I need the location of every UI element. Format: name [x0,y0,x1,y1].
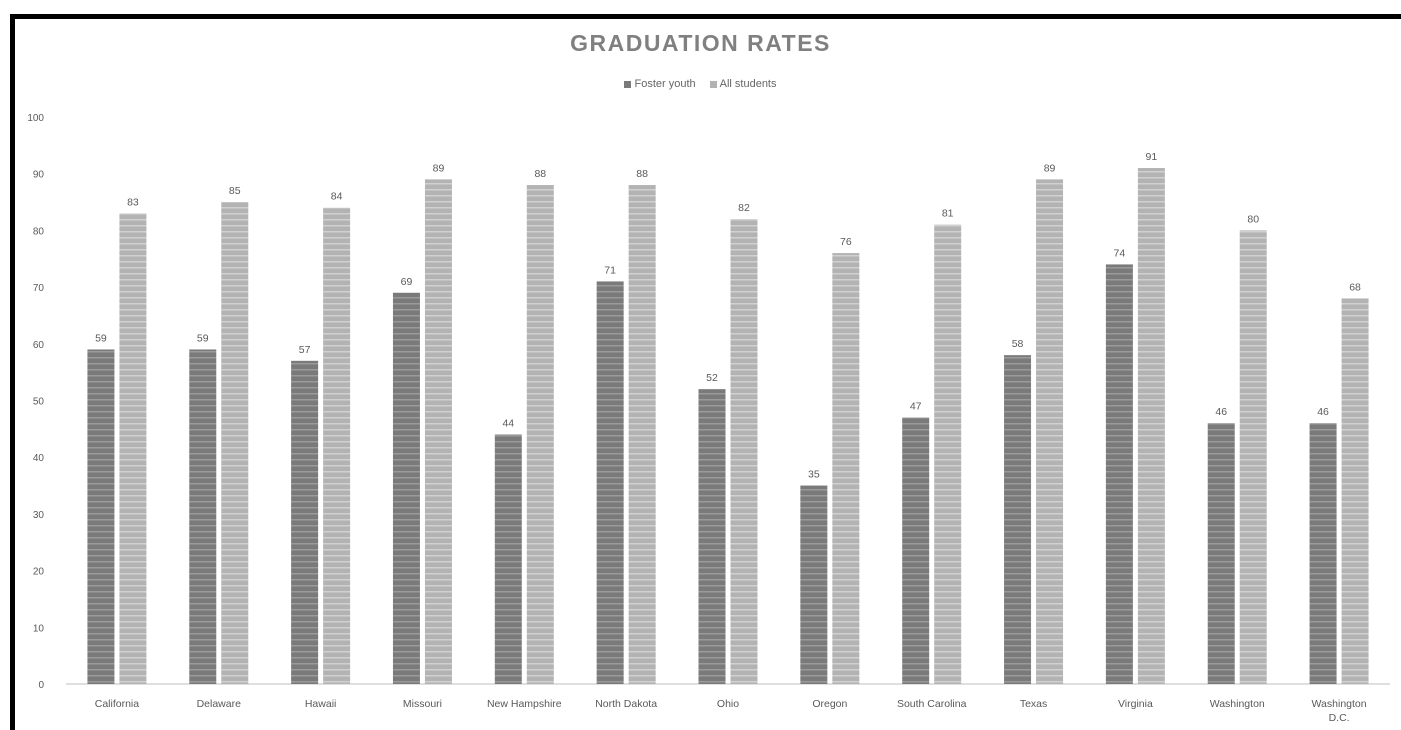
y-tick-label: 40 [33,453,45,464]
legend-label-all-students: All students [719,78,777,90]
x-category-label: North Dakota [595,698,657,710]
bar [1309,423,1337,684]
bar [596,281,624,684]
legend-label-foster-youth: Foster youth [634,78,696,90]
x-category-label: New Hampshire [487,698,562,710]
x-category-label: Missouri [403,698,442,710]
y-tick-label: 20 [33,567,45,578]
bar [1105,264,1133,684]
x-category-label: Virginia [1118,698,1153,710]
x-category-label: South Carolina [897,698,967,710]
legend: Foster youth All students [0,78,1401,90]
data-label: 57 [299,344,311,356]
data-label: 46 [1215,406,1227,418]
frame-left-border [10,14,15,730]
legend-item-all-students: All students [709,78,777,90]
bar [1036,179,1064,684]
data-label: 89 [1044,162,1056,174]
data-label: 35 [808,469,820,481]
data-label: 69 [401,276,413,288]
y-tick-label: 0 [38,680,44,691]
y-tick-label: 90 [33,170,45,181]
frame-top-border [10,14,1401,19]
data-label: 84 [331,191,343,203]
data-label: 74 [1114,247,1126,259]
data-label: 76 [840,236,852,248]
bar [832,253,860,684]
x-category-label: Texas [1020,698,1047,710]
data-label: 82 [738,202,750,214]
data-label: 89 [433,162,445,174]
bar [1239,230,1267,684]
bar [87,349,115,684]
bar [221,202,249,685]
bar [1341,298,1369,684]
data-label: 85 [229,185,241,197]
x-category-label: Washington [1210,698,1265,710]
data-label: 81 [942,208,954,220]
data-label: 44 [502,418,514,430]
bar [934,224,962,685]
bars: 59 83 59 85 57 84 69 89 44 88 71 88 52 82 35 76 47 81 58 89… [87,151,1369,685]
bar [1207,423,1235,684]
y-tick-label: 50 [33,397,45,408]
data-label: 88 [534,168,546,180]
data-label: 71 [604,264,616,276]
data-label: 91 [1146,151,1158,163]
legend-swatch-all-students [709,80,717,88]
x-category-label: Washington D.C. [1312,698,1367,724]
bar [698,389,726,684]
data-label: 52 [706,372,718,384]
y-axis: 0 10 20 30 40 50 60 70 80 90 100 [27,113,44,691]
data-label: 83 [127,196,139,208]
data-label: 59 [197,332,209,344]
data-label: 80 [1247,213,1259,225]
x-axis: California Delaware Hawaii Missouri New Hamp… [66,683,1390,724]
x-category-label: California [95,698,140,710]
y-tick-label: 80 [33,226,45,237]
data-label: 47 [910,401,922,413]
x-category-label: Oregon [812,698,847,710]
bar [189,349,217,684]
bar [392,292,420,684]
y-tick-label: 100 [27,113,44,124]
bar [291,360,319,684]
bar [1004,355,1032,684]
bar [526,185,554,685]
bar [730,219,758,684]
chart-title: GRADUATION RATES [570,30,831,56]
data-label: 59 [95,332,107,344]
x-category-label: Delaware [197,698,242,710]
bar [800,485,828,684]
y-tick-label: 30 [33,510,45,521]
bar [494,434,522,684]
bar [628,185,656,685]
bar [902,417,930,684]
data-label: 46 [1317,406,1329,418]
data-label: 68 [1349,281,1361,293]
y-tick-label: 60 [33,340,45,351]
y-tick-label: 70 [33,283,45,294]
bar [424,179,452,684]
bar [119,213,147,684]
legend-item-foster-youth: Foster youth [624,78,696,90]
legend-swatch-foster-youth [624,80,632,88]
data-label: 88 [636,168,648,180]
bar [1137,168,1165,684]
x-category-label: Ohio [717,698,739,710]
y-tick-label: 10 [33,623,45,634]
bar [323,207,351,684]
data-label: 58 [1012,338,1024,350]
x-category-label: Hawaii [305,698,337,710]
